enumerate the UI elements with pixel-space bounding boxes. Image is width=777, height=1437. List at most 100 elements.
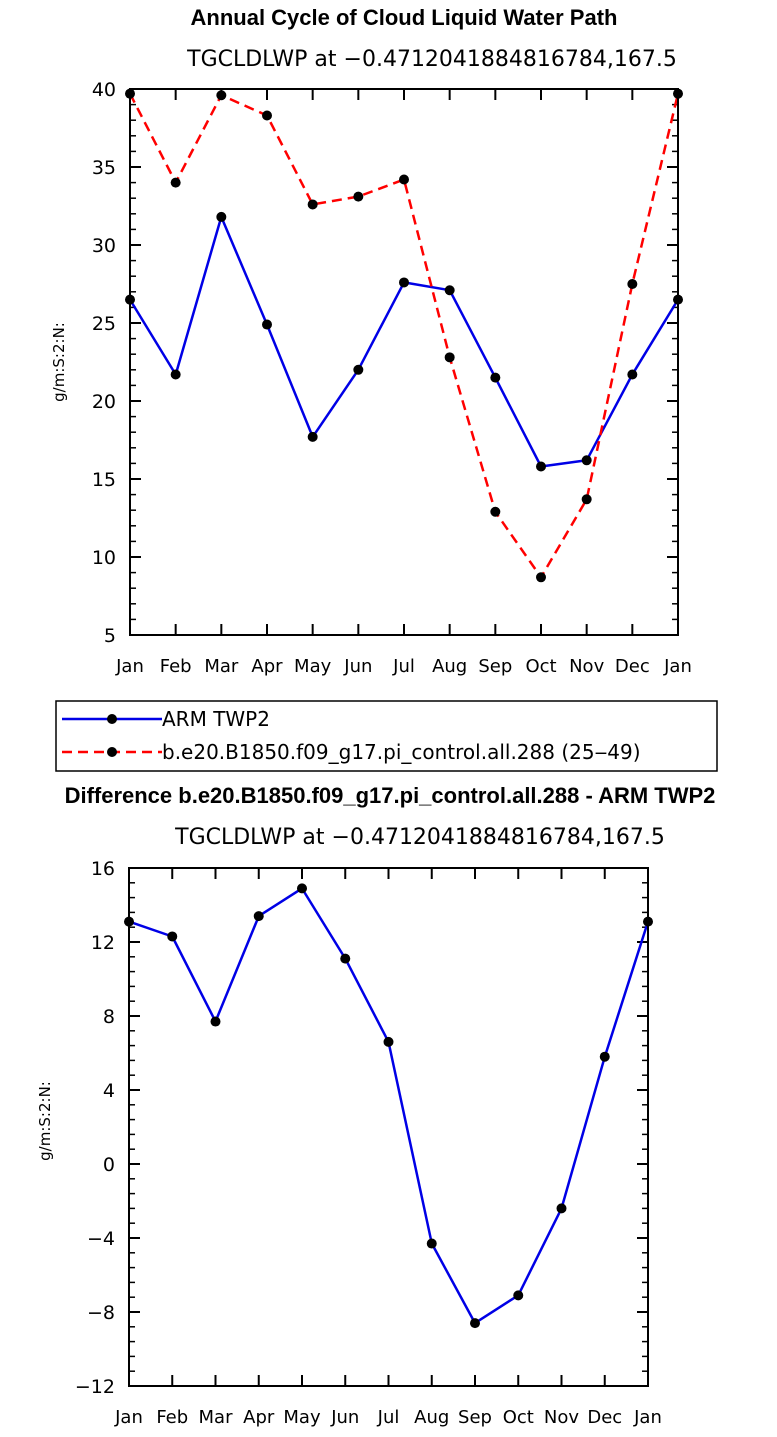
chart-top-ylabel: g/m:S:2:N: [50,322,68,402]
data-point [490,372,501,383]
ytick-label: −4 [87,1228,115,1250]
chart-bottom-frame [128,867,649,1387]
data-point [353,364,364,375]
data-point [170,369,181,380]
series-line-difference [128,887,650,1325]
xtick-label: May [283,1407,321,1428]
chart-top-title: Annual Cycle of Cloud Liquid Water Path [191,5,618,30]
data-point [399,174,409,185]
data-point [353,191,364,202]
chart-top-ticks [129,88,679,636]
data-point [216,90,227,101]
xtick-label: Oct [503,1407,534,1428]
ytick-label: 10 [92,547,116,569]
xtick-label: Jul [377,1407,400,1428]
legend-box [55,700,718,772]
xtick-label: Feb [160,656,192,677]
data-point [426,1238,437,1249]
chart-bottom-ytick-labels: −12 −8 −4 0 4 8 12 16 [75,858,115,1398]
chart-bottom-title: Difference b.e20.B1850.f09_g17.pi_contro… [65,783,716,808]
ytick-label: 15 [92,469,116,491]
xtick-label: Jan [115,656,144,677]
data-point [307,199,318,210]
chart-bottom-xtick-labels: Jan Feb Mar Apr May Jun Jul Aug Sep Oct Nov Dec Jan [114,1407,662,1428]
xtick-label: Nov [569,656,604,677]
chart-bottom-ylabel: g/m:S:2:N: [36,1081,54,1161]
xtick-label: Jan [633,1407,662,1428]
chart-top-series [125,88,683,583]
xtick-label: Sep [458,1407,492,1428]
legend-label-arm: ARM TWP2 [162,707,270,731]
xtick-label: Jun [343,656,372,677]
chart-bottom-subtitle: TGCLDLWP at −0.4712041884816784,167.5 [174,825,665,850]
data-point [262,319,272,330]
data-point [599,1051,610,1062]
xtick-label: Apr [251,656,283,677]
data-point [340,953,351,964]
xtick-label: Oct [525,656,556,677]
data-point [444,352,455,363]
xtick-label: Jul [392,656,415,677]
data-point [210,1016,221,1027]
data-point [444,285,455,296]
xtick-label: May [294,656,332,677]
xtick-label: Jun [330,1407,359,1428]
ytick-label: 35 [92,157,116,179]
ytick-label: 20 [92,391,116,413]
data-point [167,931,178,942]
legend-marker-model [107,747,117,757]
chart-top-xtick-labels: Jan Feb Mar Apr May Jun Jul Aug Sep Oct Nov Dec Jan [115,656,692,677]
data-point [297,883,307,894]
data-point [307,431,318,442]
ytick-label: −8 [87,1302,115,1324]
data-point [627,369,638,380]
series-line-b-e20-b1850-f09-g17-pi-control-all-288-25-49 [128,93,680,579]
data-point [262,110,272,121]
ytick-label: 25 [92,313,116,335]
ytick-label: 40 [92,79,116,101]
data-point [581,455,592,466]
xtick-label: Jan [663,656,692,677]
ytick-label: 4 [103,1080,115,1102]
data-point [581,494,592,505]
ytick-label: 8 [103,1006,115,1028]
data-point [399,277,409,288]
legend-marker-arm [107,714,117,724]
xtick-label: Feb [156,1407,188,1428]
chart-bottom-series [124,883,653,1329]
xtick-label: Nov [544,1407,579,1428]
chart-top-subtitle: TGCLDLWP at −0.4712041884816784,167.5 [186,47,677,72]
xtick-label: Mar [199,1407,234,1428]
xtick-label: Dec [615,656,650,677]
xtick-label: Aug [432,656,467,677]
chart-top-frame [129,88,679,636]
data-point [536,461,546,472]
legend-label-model: b.e20.B1850.f09_g17.pi_control.all.288 (… [162,740,641,764]
chart-top: Annual Cycle of Cloud Liquid Water Path … [50,5,692,677]
ytick-label: −12 [75,1376,115,1398]
data-point [170,177,181,188]
data-point [556,1203,567,1214]
data-point [253,911,264,922]
chart-top-ytick-labels: 5 10 15 20 25 30 35 40 [92,79,116,647]
xtick-label: Sep [478,656,512,677]
ytick-label: 16 [91,858,115,880]
data-point [470,1318,480,1329]
ytick-label: 12 [91,932,115,954]
data-point [490,506,501,517]
data-point [536,572,546,583]
data-point [216,211,227,222]
xtick-label: Apr [243,1407,275,1428]
legend: ARM TWP2 b.e20.B1850.f09_g17.pi_control.… [55,700,718,772]
chart-bottom: Difference b.e20.B1850.f09_g17.pi_contro… [36,783,715,1428]
xtick-label: Mar [204,656,239,677]
xtick-label: Jan [114,1407,143,1428]
data-point [627,279,638,289]
data-point [513,1290,524,1301]
ytick-label: 5 [104,625,116,647]
series-line-arm-twp2 [128,215,680,468]
chart-bottom-ticks [128,867,649,1387]
ytick-label: 30 [92,235,116,257]
xtick-label: Dec [587,1407,622,1428]
